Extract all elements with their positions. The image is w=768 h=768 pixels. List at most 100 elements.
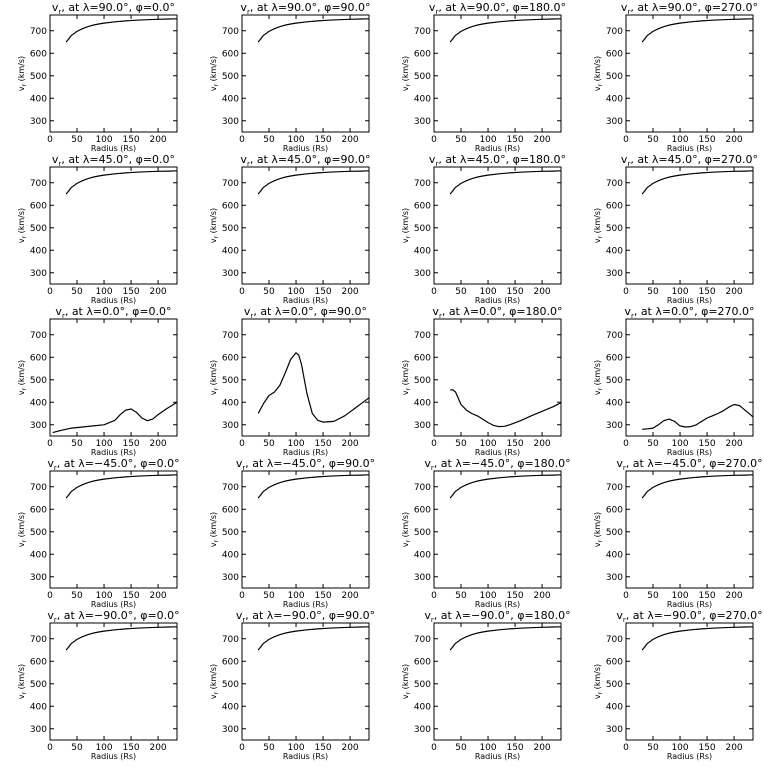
x-tick-label: 150 [122,135,139,145]
y-tick-label: 400 [30,550,47,560]
x-axis-label: Radius (Rs) [91,144,136,153]
chart-panel: vr, at λ=−45.0°, φ=270.0° 0 50 100 150 200 300… [593,457,763,609]
title-rest: , at λ=−45.0°, φ=180.0° [434,457,571,470]
y-axis-label: vr (km/s) [593,512,604,547]
y-tick-label: 700 [414,635,431,645]
x-tick-label: 200 [341,135,358,145]
title-subscript: r [247,160,250,168]
x-tick-label: 100 [671,591,688,601]
title-subscript: r [431,464,434,472]
title-rest: , at λ=−45.0°, φ=90.0° [245,457,375,470]
chart-title: vr, at λ=−45.0°, φ=180.0° [424,457,570,472]
chart-title: vr, at λ=0.0°, φ=180.0° [432,305,562,320]
x-axis-label: Radius (Rs) [91,752,136,761]
x-tick-label: 0 [623,591,629,601]
x-tick-label: 150 [314,591,331,601]
chart-title: vr, at λ=−45.0°, φ=270.0° [616,457,762,472]
chart-panel: vr, at λ=0.0°, φ=270.0° 0 50 100 150 200 300 40… [593,305,755,457]
y-tick-label: 300 [30,421,47,431]
y-tick-label: 500 [414,224,431,234]
y-tick-label: 700 [414,27,431,37]
series-line [257,352,370,423]
chart-panel: vr, at λ=90.0°, φ=90.0° 0 50 100 150 200 300 40… [209,1,371,153]
x-tick-label: 50 [263,743,275,753]
y-tick-label: 300 [222,573,239,583]
chart-panel: vr, at λ=45.0°, φ=180.0° 0 50 100 150 200 300 4… [401,153,566,305]
title-subscript: r [431,616,434,624]
y-tick-label: 400 [30,702,47,712]
x-tick-label: 0 [431,439,437,449]
x-tick-label: 200 [533,135,550,145]
x-tick-label: 150 [122,591,139,601]
y-tick-label: 400 [414,398,431,408]
y-tick-label: 300 [222,725,239,735]
plot-frame [433,14,562,133]
series-line [257,626,370,651]
x-tick-label: 150 [314,287,331,297]
chart-title: vr, at λ=45.0°, φ=270.0° [621,153,758,168]
title-rest: , at λ=90.0°, φ=0.0° [61,1,175,14]
chart-title: vr, at λ=90.0°, φ=90.0° [240,1,370,16]
y-axis-label: vr (km/s) [209,208,220,243]
x-tick-label: 150 [506,591,523,601]
y-tick-label: 700 [30,483,47,493]
chart-title: vr, at λ=90.0°, φ=0.0° [52,1,175,16]
title-subscript: r [242,616,245,624]
x-tick-label: 150 [698,287,715,297]
x-tick-label: 50 [455,287,467,297]
x-tick-label: 0 [47,135,53,145]
x-tick-label: 0 [239,287,245,297]
y-tick-label: 300 [606,117,623,127]
y-tick-label: 600 [606,657,623,667]
x-tick-label: 200 [149,743,166,753]
x-tick-label: 200 [725,591,742,601]
x-tick-label: 150 [122,287,139,297]
plot-frame [433,318,562,437]
x-tick-label: 0 [623,135,629,145]
x-tick-label: 0 [431,743,437,753]
x-tick-label: 200 [149,135,166,145]
chart-panel: vr, at λ=−90.0°, φ=90.0° 0 50 100 150 200 300 4… [209,609,375,761]
x-tick-label: 200 [341,439,358,449]
x-tick-label: 200 [149,591,166,601]
plot-frame [241,166,370,285]
title-subscript: r [627,160,630,168]
x-tick-label: 50 [647,135,659,145]
title-variable: v [429,153,436,166]
y-tick-label: 500 [30,528,47,538]
title-variable: v [621,1,628,14]
y-axis-label: vr (km/s) [17,664,28,699]
chart-panel: vr, at λ=−90.0°, φ=0.0° 0 50 100 150 200 300 40… [17,609,180,761]
x-axis-label: Radius (Rs) [91,448,136,457]
y-tick-label: 400 [222,550,239,560]
x-tick-label: 0 [623,287,629,297]
series-line [449,170,562,195]
x-tick-label: 100 [479,135,496,145]
chart-title: vr, at λ=0.0°, φ=90.0° [244,305,367,320]
x-tick-label: 0 [239,743,245,753]
x-tick-label: 100 [95,591,112,601]
chart-panel: vr, at λ=0.0°, φ=90.0° 0 50 100 150 200 300 400… [209,305,370,457]
y-tick-label: 700 [606,635,623,645]
title-rest: , at λ=−90.0°, φ=180.0° [434,609,571,622]
plot-frame [625,14,754,133]
y-axis-label: vr (km/s) [209,360,220,395]
title-rest: , at λ=45.0°, φ=180.0° [438,153,566,166]
y-tick-label: 300 [414,573,431,583]
series-line [65,474,178,499]
plot-frame [625,318,754,437]
chart-title: vr, at λ=−90.0°, φ=270.0° [616,609,762,624]
y-tick-label: 500 [414,528,431,538]
x-tick-label: 150 [698,135,715,145]
x-tick-label: 200 [533,287,550,297]
title-variable: v [616,457,623,470]
series-line [65,626,178,651]
x-tick-label: 0 [47,439,53,449]
title-variable: v [244,305,251,318]
y-tick-label: 400 [222,702,239,712]
y-tick-label: 500 [414,72,431,82]
chart-panel: vr, at λ=−45.0°, φ=0.0° 0 50 100 150 200 300 40… [17,457,180,609]
x-axis-label: Radius (Rs) [283,144,328,153]
title-rest: , at λ=0.0°, φ=180.0° [442,305,563,318]
y-tick-label: 600 [222,201,239,211]
